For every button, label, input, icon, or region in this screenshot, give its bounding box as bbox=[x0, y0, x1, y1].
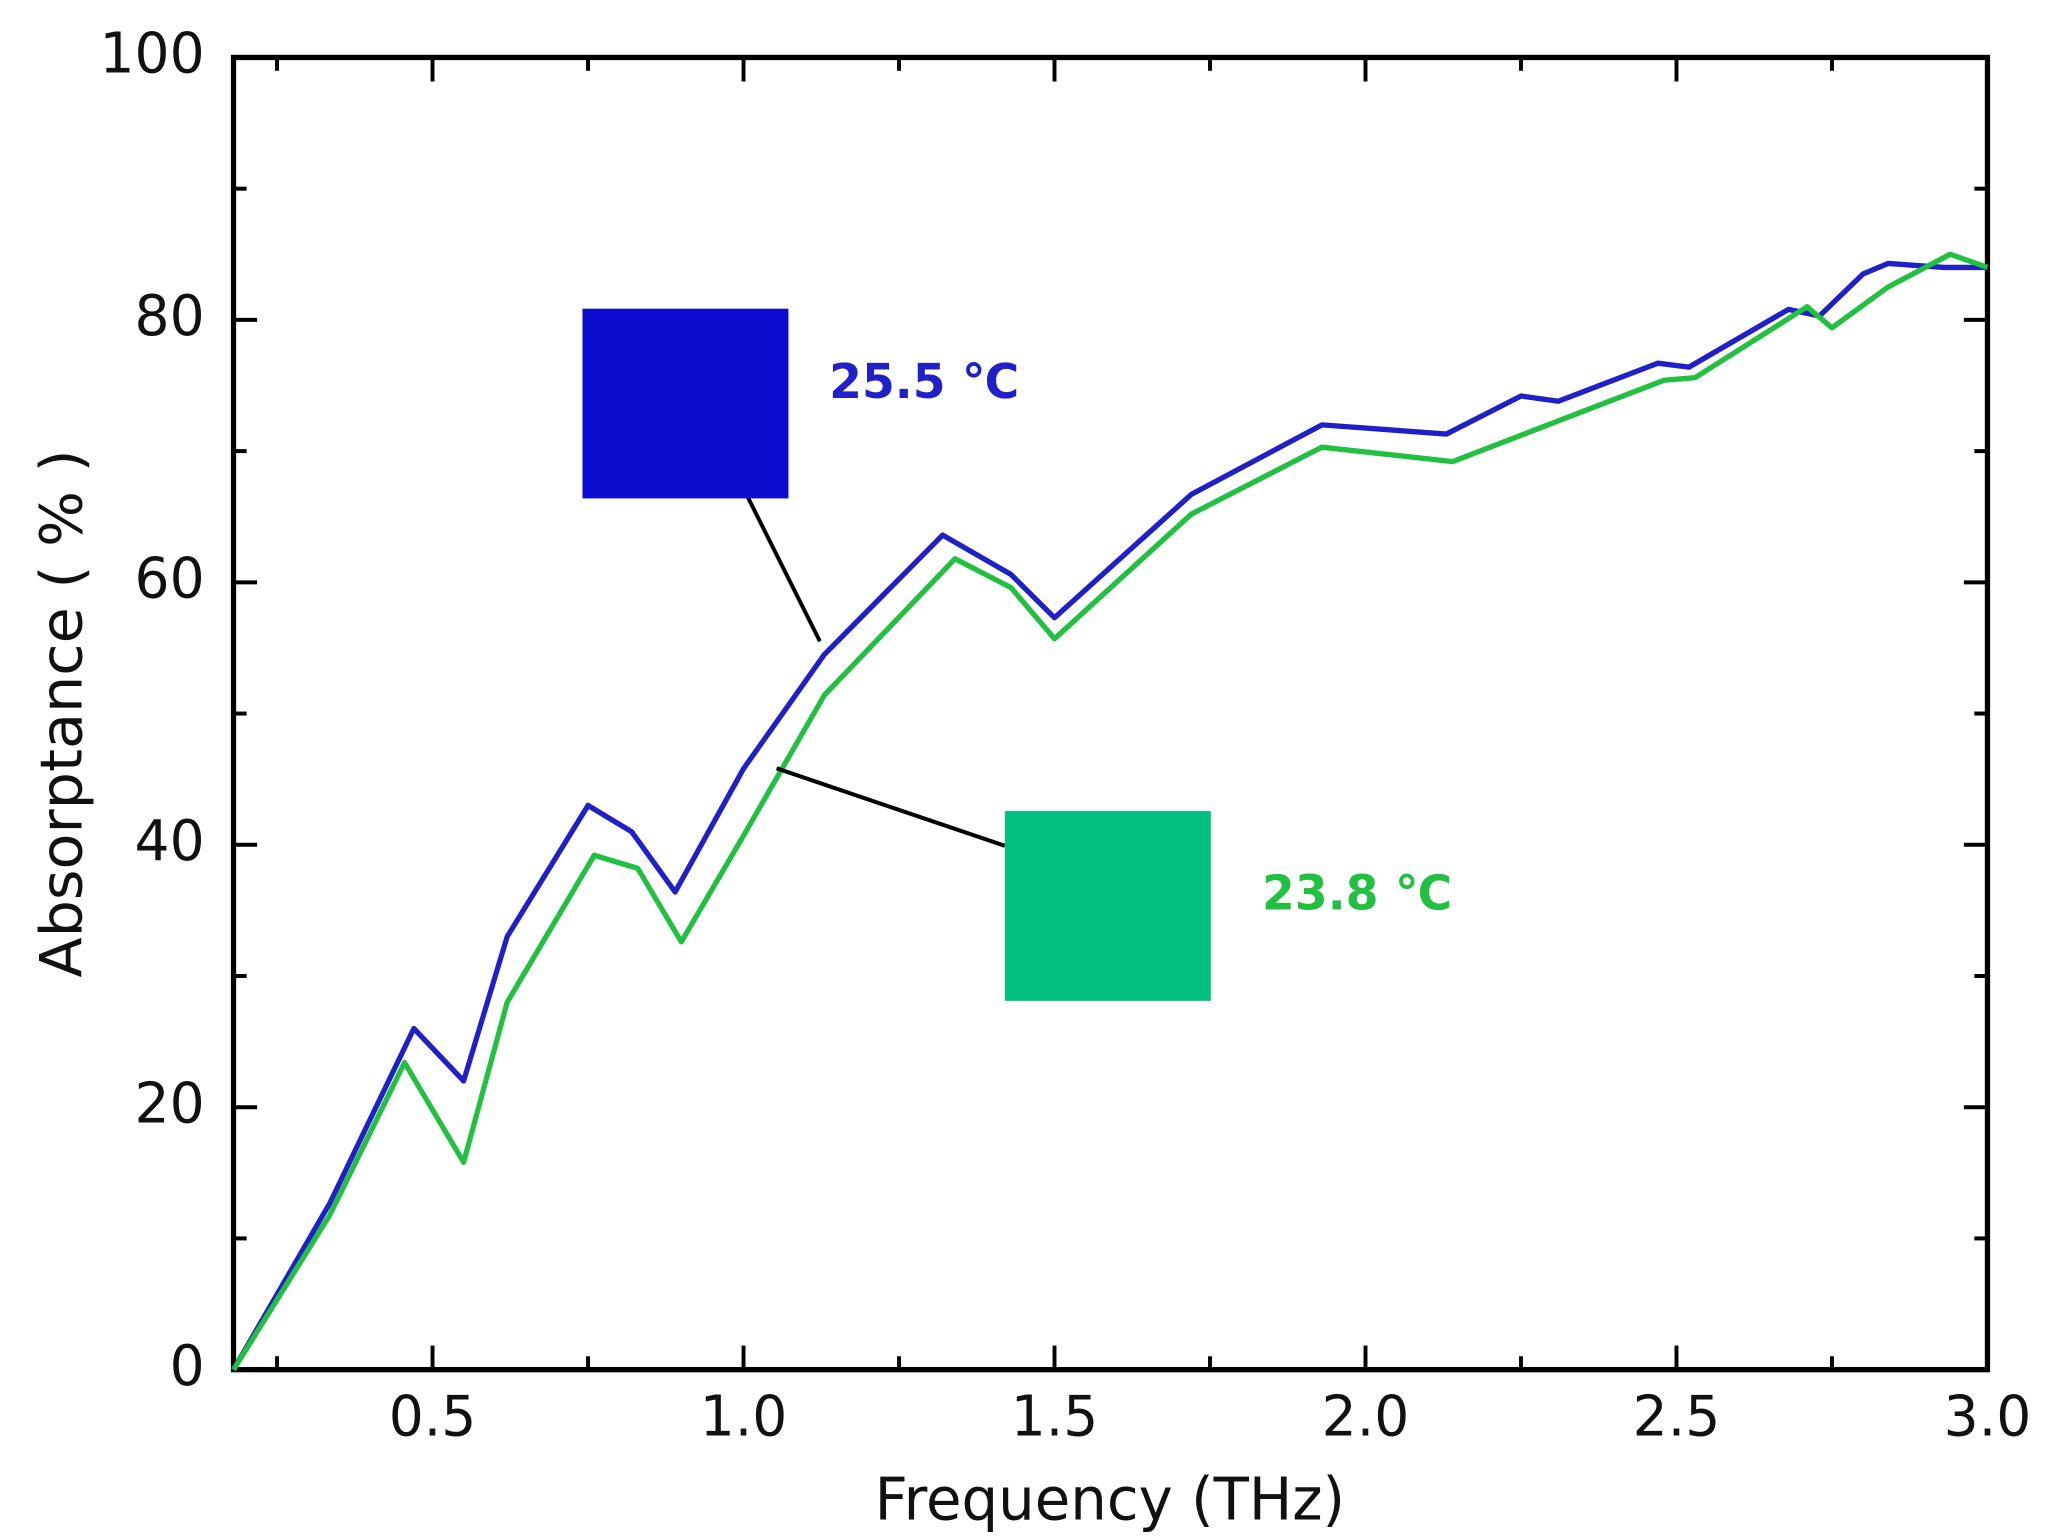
x-tick-label: 1.0 bbox=[700, 1384, 788, 1450]
y-tick-label: 40 bbox=[135, 809, 205, 875]
series-line bbox=[231, 251, 1989, 1372]
x-tick-label: 2.0 bbox=[1322, 1384, 1410, 1450]
x-tick-label: 2.5 bbox=[1633, 1384, 1721, 1450]
y-tick-label: 60 bbox=[135, 546, 205, 612]
series-label: 23.8 ℃ bbox=[1262, 866, 1452, 922]
x-axis-label: Frequency (THz) bbox=[875, 1465, 1345, 1534]
y-tick-label: 0 bbox=[170, 1333, 205, 1399]
series-label: 25.5 ℃ bbox=[829, 355, 1019, 411]
x-tick-label: 3.0 bbox=[1944, 1384, 2032, 1450]
leader-line bbox=[746, 496, 822, 643]
y-tick-label: 80 bbox=[135, 284, 205, 350]
x-tick-label: 0.5 bbox=[389, 1384, 477, 1450]
x-tick-label: 1.5 bbox=[1011, 1384, 1099, 1450]
y-tick-label: 20 bbox=[135, 1071, 205, 1137]
label-box bbox=[1004, 811, 1211, 1001]
leader-line bbox=[776, 766, 1006, 848]
plot-frame bbox=[230, 54, 1991, 1373]
y-axis-label: Absorptance ( % ) bbox=[28, 449, 95, 977]
label-box bbox=[582, 308, 789, 499]
y-tick-label: 100 bbox=[99, 21, 204, 87]
